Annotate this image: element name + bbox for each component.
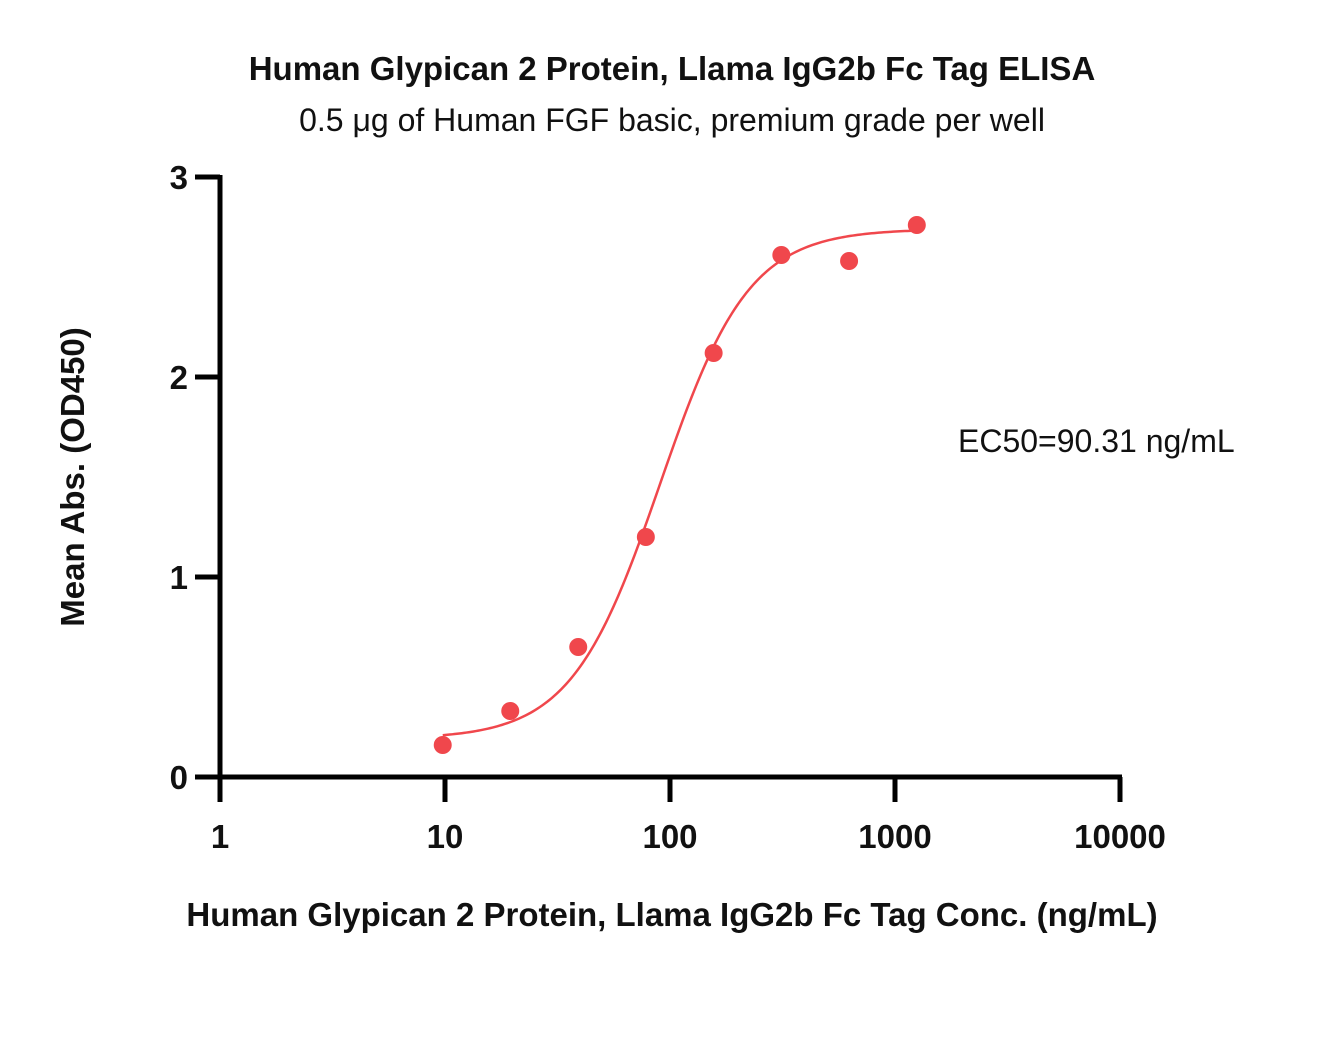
y-tick-label: 3 — [170, 159, 188, 196]
y-tick-label: 0 — [170, 759, 188, 796]
x-tick-label: 1 — [211, 818, 229, 855]
y-axis-label: Mean Abs. (OD450) — [54, 327, 91, 627]
series-layer — [433, 216, 926, 754]
data-point — [907, 216, 926, 234]
ec50-annotation: EC50=90.31 ng/mL — [958, 423, 1235, 459]
y-axis-ticks: 0 1 2 3 — [170, 159, 220, 796]
x-tick-label: 10 — [427, 818, 464, 855]
x-tick-label: 10000 — [1074, 818, 1166, 855]
chart-subtitle: 0.5 μg of Human FGF basic, premium grade… — [299, 102, 1045, 138]
fit-curve — [442, 229, 917, 737]
x-tick-label: 1000 — [858, 818, 931, 855]
data-point — [569, 638, 588, 656]
chart-title: Human Glypican 2 Protein, Llama IgG2b Fc… — [249, 50, 1096, 87]
data-point — [704, 344, 723, 362]
data-point — [636, 528, 655, 546]
x-tick-label: 100 — [642, 818, 697, 855]
data-point — [840, 252, 859, 270]
x-axis-ticks: 1 10 100 1000 10000 — [211, 777, 1166, 855]
data-point — [501, 702, 520, 720]
x-axis-label: Human Glypican 2 Protein, Llama IgG2b Fc… — [186, 896, 1157, 933]
data-point — [433, 736, 452, 754]
y-tick-label: 2 — [170, 359, 188, 396]
data-point — [772, 246, 791, 264]
y-tick-label: 1 — [170, 559, 188, 596]
